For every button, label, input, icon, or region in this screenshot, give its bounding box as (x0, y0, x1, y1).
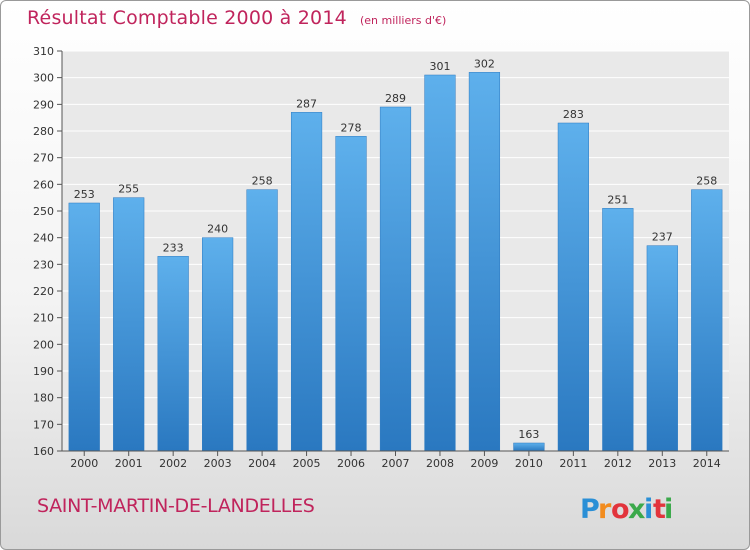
x-tick-label-2005: 2005 (293, 457, 321, 470)
logo-letter: i (644, 494, 653, 525)
data-label-2006: 278 (341, 121, 362, 134)
y-tick-label: 170 (33, 418, 54, 431)
y-tick-label: 240 (33, 232, 54, 245)
x-tick-label-2011: 2011 (559, 457, 587, 470)
chart-unit: (en milliers d'€) (359, 14, 447, 27)
x-tick-label-2006: 2006 (337, 457, 365, 470)
logo-letter: o (611, 494, 630, 525)
data-label-2009: 302 (474, 57, 495, 70)
logo-letter: t (653, 494, 666, 525)
logo-letter: r (598, 494, 612, 525)
y-tick-label: 260 (33, 178, 54, 191)
y-tick-label: 290 (33, 98, 54, 111)
data-label-2008: 301 (429, 60, 450, 73)
x-tick-label-2002: 2002 (159, 457, 187, 470)
x-tick-label-2007: 2007 (382, 457, 410, 470)
bar-2003 (202, 237, 234, 452)
logo-letter: P (580, 494, 600, 525)
x-tick-label-2003: 2003 (204, 457, 232, 470)
y-tick-label: 180 (33, 392, 54, 405)
bar-2006 (335, 136, 367, 452)
chart-title: Résultat Comptable 2000 à 2014 (en milli… (27, 7, 446, 29)
y-tick-label: 280 (33, 125, 54, 138)
chart-title-main: Résultat Comptable 2000 à 2014 (27, 7, 347, 29)
y-tick-label: 230 (33, 258, 54, 271)
y-tick-label: 160 (33, 445, 54, 458)
x-tick-label-2000: 2000 (70, 457, 98, 470)
bar-2007 (379, 106, 412, 452)
y-tick-label: 210 (33, 312, 54, 325)
bar-2005 (290, 112, 323, 452)
y-tick-label: 300 (33, 72, 54, 85)
logo-letter: x (628, 494, 645, 525)
bar-2010 (513, 442, 545, 452)
bar-chart: 253 255 233 240 258 287 278 289 301 302 163 283 251 2… (33, 45, 729, 470)
bar-2000 (68, 202, 100, 452)
data-label-2001: 255 (118, 183, 139, 196)
bar-2011 (557, 122, 589, 452)
x-tick-label-2014: 2014 (693, 457, 721, 470)
data-label-2010: 163 (518, 428, 539, 441)
data-label-2000: 253 (74, 188, 95, 201)
x-tick-label-2009: 2009 (470, 457, 498, 470)
data-label-2013: 237 (652, 231, 673, 244)
bar-2002 (157, 256, 189, 452)
data-label-2012: 251 (607, 193, 628, 206)
proxiti-logo: Pr oxi ti (580, 494, 673, 525)
y-tick-label: 310 (33, 45, 54, 58)
x-tick-label-2004: 2004 (248, 457, 276, 470)
y-tick-label: 190 (33, 365, 54, 378)
bar-2001 (113, 197, 145, 452)
bar-2012 (602, 208, 634, 452)
bar-2013 (646, 245, 678, 452)
commune-name: SAINT-MARTIN-DE-LANDELLES (37, 495, 315, 517)
data-label-2004: 258 (252, 175, 273, 188)
x-tick-label-2001: 2001 (115, 457, 143, 470)
logo-letter: i (664, 494, 673, 525)
y-tick-label: 250 (33, 205, 54, 218)
x-tick-label-2012: 2012 (604, 457, 632, 470)
y-tick-label: 220 (33, 285, 54, 298)
data-label-2002: 233 (163, 241, 184, 254)
data-label-2011: 283 (563, 108, 584, 121)
bar-2009 (468, 72, 501, 452)
data-label-2007: 289 (385, 92, 406, 105)
x-tick-label-2010: 2010 (515, 457, 543, 470)
x-tick-label-2013: 2013 (648, 457, 676, 470)
data-label-2014: 258 (696, 175, 717, 188)
data-label-2005: 287 (296, 97, 317, 110)
y-tick-label: 270 (33, 152, 54, 165)
bar-2004 (246, 189, 278, 452)
data-label-2003: 240 (207, 223, 228, 236)
x-tick-label-2008: 2008 (426, 457, 454, 470)
bar-2014 (691, 189, 723, 452)
bar-2008 (424, 74, 456, 452)
y-tick-label: 200 (33, 338, 54, 351)
